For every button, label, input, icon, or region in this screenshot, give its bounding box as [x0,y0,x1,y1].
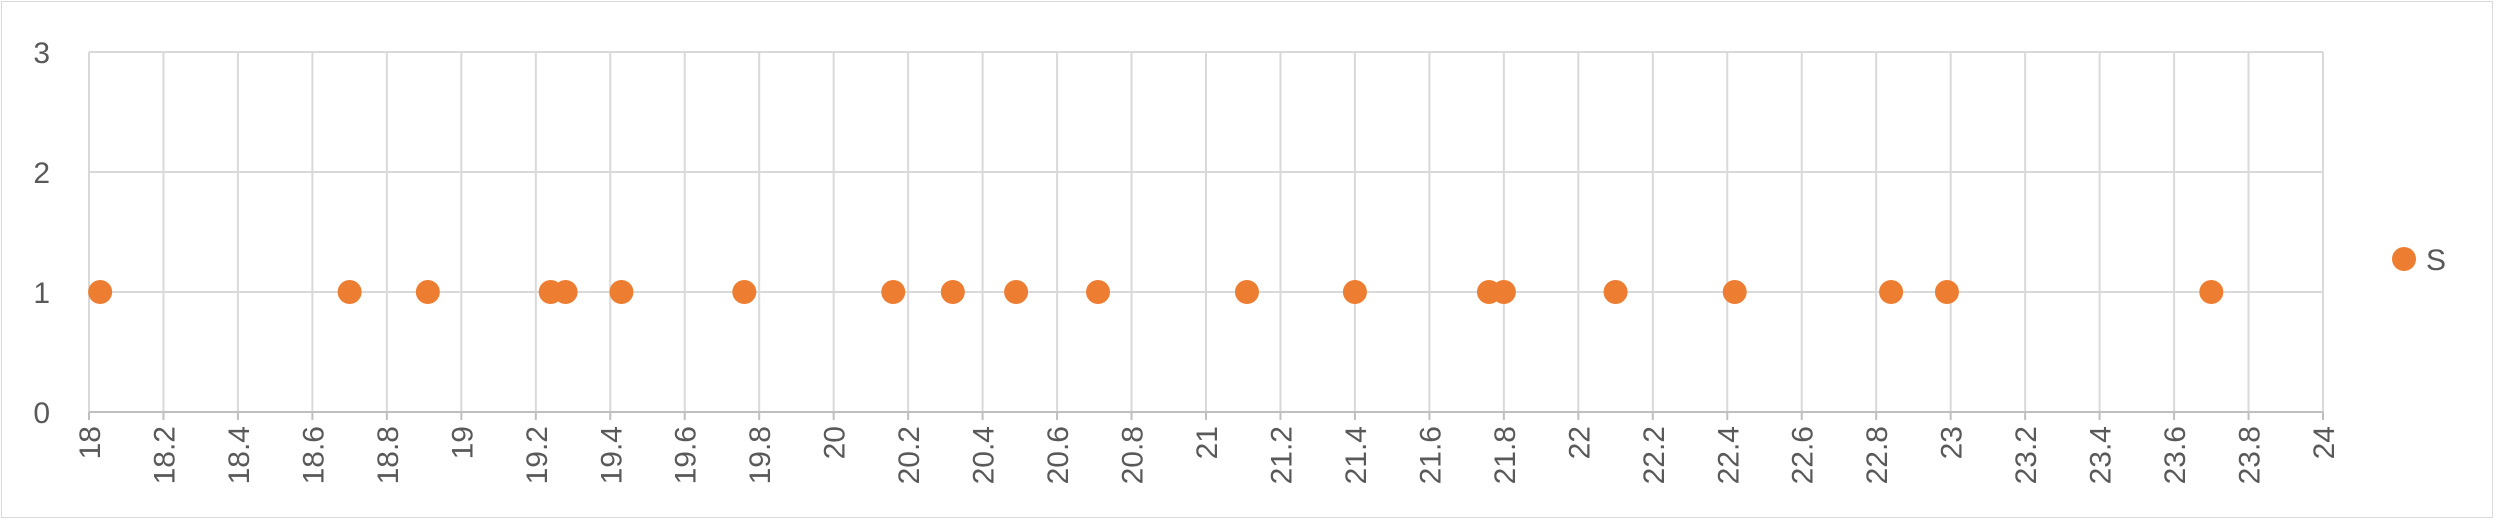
x-tick-label: 23 [1936,426,1969,459]
x-tick-label: 20 [819,426,852,459]
x-tick-label: 19.2 [521,426,554,484]
x-tick-label: 18.2 [148,426,181,484]
x-tick-label: 18.4 [223,426,256,484]
data-point [337,280,362,304]
x-tick-label: 20.4 [968,426,1001,484]
data-point [1342,280,1367,304]
data-point [881,280,906,304]
data-point [1603,280,1628,304]
x-tick-label: 19 [446,426,479,459]
data-point [940,280,965,304]
x-tick-label: 22.4 [1712,426,1745,484]
x-tick-label: 18 [74,426,107,459]
data-point [1879,280,1904,304]
x-tick-label: 23.8 [2234,426,2267,484]
x-tick-label: 19.4 [595,426,628,484]
x-tick-label: 22.6 [1787,426,1820,484]
data-point [2199,280,2224,304]
gridlines [88,51,2324,412]
data-point [1722,280,1747,304]
x-tick-label: 21.6 [1414,426,1447,484]
data-point [732,280,757,304]
legend-label-s: S [2426,244,2446,277]
data-point [1491,280,1516,304]
data-point [415,280,440,304]
x-tick-label: 20.2 [893,426,926,484]
x-axis-tick-labels: 18 18.2 18.4 18.6 18.8 19 19.2 19.4 19.6 19.8 20 20… [74,426,2341,484]
x-tick-label: 23.6 [2159,426,2192,484]
axes [88,411,2324,420]
x-tick-label: 20.6 [1042,426,1075,484]
data-point [609,280,634,304]
x-tick-label: 22.2 [1638,426,1671,484]
x-tick-label: 19.6 [670,426,703,484]
x-tick-label: 24 [2308,426,2341,459]
legend-marker-s [2392,247,2416,271]
x-tick-label: 21.8 [1489,426,1522,484]
data-point [1086,280,1111,304]
x-tick-label: 18.6 [297,426,330,484]
y-axis-tick-labels: 0 1 2 3 [33,37,50,430]
data-point [1934,280,1959,304]
data-points [88,280,2224,304]
x-tick-label: 21.2 [1265,426,1298,484]
x-tick-label: 20.8 [1117,426,1150,484]
data-point [1234,280,1259,304]
x-tick-label: 23.4 [2085,426,2118,484]
x-tick-label: 18.8 [372,426,405,484]
legend: S [2392,244,2446,277]
x-tick-label: 21 [1191,426,1224,459]
y-tick-label: 3 [33,37,50,70]
data-point [88,280,113,304]
data-point [553,280,578,304]
y-tick-label: 1 [33,277,50,310]
x-tick-label: 22.8 [1861,426,1894,484]
y-tick-label: 2 [33,157,50,190]
x-tick-label: 19.8 [744,426,777,484]
x-tick-label: 22 [1563,426,1596,459]
data-point [1004,280,1029,304]
y-tick-label: 0 [33,397,50,430]
x-tick-label: 21.4 [1340,426,1373,484]
x-tick-label: 23.2 [2010,426,2043,484]
